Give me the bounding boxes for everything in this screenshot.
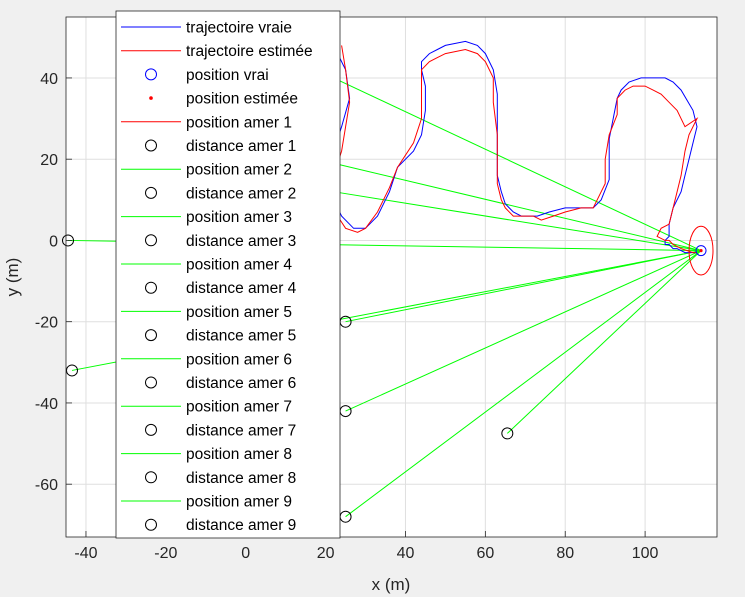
legend-entry-label: position amer 3: [186, 209, 292, 226]
x-tick-label: 100: [632, 545, 659, 562]
landmark-marker: [501, 427, 514, 440]
legend-entry-label: trajectoire vraie: [186, 20, 292, 37]
legend-entry-label: position amer 4: [186, 257, 292, 274]
legend-circle-swatch: [145, 329, 157, 342]
legend-entry-label: position amer 7: [186, 399, 292, 416]
y-tick-label: 0: [49, 233, 58, 250]
legend-circle-swatch: [145, 376, 157, 389]
legend-entry-label: position amer 1: [186, 114, 292, 131]
legend-entry-label: distance amer 2: [186, 185, 296, 202]
x-tick-label: -40: [74, 545, 97, 562]
landmark-sight-line: [333, 77, 702, 252]
legend-entry-label: distance amer 4: [186, 280, 297, 297]
landmark-sight-line: [333, 162, 702, 252]
y-axis-label: y (m): [3, 258, 22, 297]
legend-entry-label: distance amer 9: [186, 517, 296, 534]
legend-entry-label: position amer 6: [186, 351, 292, 368]
legend-circle-swatch: [145, 68, 157, 81]
legend: trajectoire vraie trajectoire estimée posi…: [115, 10, 341, 539]
legend-box: [115, 10, 341, 539]
x-tick-label: 40: [397, 545, 415, 562]
x-tick-label: 20: [317, 545, 335, 562]
legend-dot-swatch: [149, 96, 153, 100]
true-position-marker: [695, 245, 707, 257]
legend-entry-label: distance amer 1: [186, 138, 296, 155]
x-tick-label: 80: [556, 545, 574, 562]
legend-entry-label: trajectoire estimée: [186, 43, 313, 60]
y-tick-label: 40: [40, 71, 58, 88]
axes-box: [65, 16, 718, 538]
legend-entry-label: distance amer 5: [186, 328, 296, 345]
landmark-sight-line: [333, 191, 702, 252]
legend-entry-label: position estimée: [186, 91, 298, 108]
x-tick-label: 0: [241, 545, 250, 562]
x-tick-label: 60: [476, 545, 494, 562]
legend-entry-label: distance amer 6: [186, 375, 296, 392]
legend-circle-swatch: [145, 423, 157, 436]
ticks: -40 -20 0 20 40 60 80 100 -60 -40 -20 0 20 40: [35, 71, 659, 562]
landmark-marker: [61, 234, 74, 247]
y-tick-label: -60: [35, 477, 58, 494]
uncertainty-ellipse: [688, 225, 714, 276]
legend-circle-swatch: [145, 234, 157, 247]
legend-circle-swatch: [145, 139, 157, 152]
y-tick-label: -20: [35, 315, 58, 332]
landmark-sight-line: [345, 250, 702, 412]
legend-entry-label: position amer 2: [186, 162, 292, 179]
x-axis-label: x (m): [372, 575, 411, 594]
y-tick-label: -40: [35, 396, 58, 413]
legend-entry-label: position amer 8: [186, 446, 292, 463]
legend-entry-label: position amer 5: [186, 304, 292, 321]
landmark-marker: [65, 364, 78, 377]
legend-circle-swatch: [145, 518, 157, 531]
legend-circle-swatch: [145, 186, 157, 199]
legend-circle-swatch: [145, 471, 157, 484]
legend-circle-swatch: [145, 281, 157, 294]
estimated-trajectory-line: [333, 45, 699, 254]
landmark-sight-line: [345, 250, 702, 518]
legend-entry-label: distance amer 7: [186, 422, 296, 439]
estimated-position-marker: [699, 248, 703, 253]
landmark-sight-line: [345, 250, 702, 323]
legend-entry-label: distance amer 3: [186, 233, 296, 250]
legend-entry-label: distance amer 8: [186, 470, 296, 487]
landmark-sight-line: [506, 250, 702, 434]
x-tick-label: -20: [154, 545, 177, 562]
legend-entry-label: position amer 9: [186, 494, 292, 511]
y-tick-label: 20: [40, 152, 58, 169]
legend-entry-label: position vrai: [186, 67, 269, 84]
